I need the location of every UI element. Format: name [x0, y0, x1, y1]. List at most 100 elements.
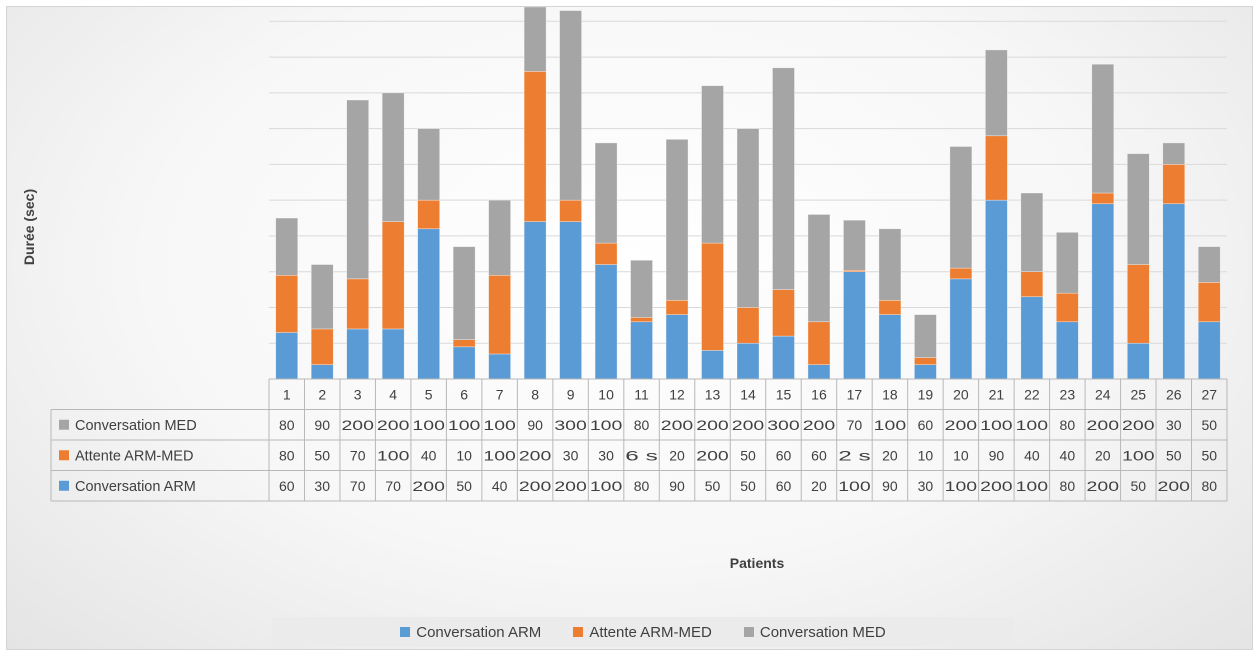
bar-1-series-0	[275, 332, 299, 380]
bar-21-series-0	[985, 199, 1008, 380]
bar-14-series-2	[736, 128, 760, 308]
category-label-7: 7	[496, 386, 504, 402]
cell-series-2-patient-5: 100	[412, 417, 445, 433]
bar-10-series-2	[594, 142, 618, 244]
category-label-8: 8	[531, 386, 539, 402]
bar-27-series-1	[1197, 282, 1221, 323]
bar-20-series-1	[949, 267, 973, 280]
bar-9-series-1	[559, 199, 582, 222]
cell-series-0-patient-7: 40	[492, 478, 508, 494]
cell-series-2-patient-9: 300	[554, 417, 587, 433]
cell-series-0-patient-18: 90	[882, 478, 898, 494]
category-label-18: 18	[882, 386, 898, 402]
cell-series-1-patient-10: 30	[598, 447, 614, 463]
cell-series-0-patient-13: 50	[705, 478, 721, 494]
cell-series-2-patient-23: 80	[1060, 417, 1076, 433]
bar-5-series-1	[417, 199, 440, 230]
cell-series-2-patient-17: 70	[847, 417, 863, 433]
cell-series-2-patient-24: 200	[1087, 417, 1120, 433]
cell-series-1-patient-14: 50	[740, 447, 756, 463]
bar-17-series-0	[843, 271, 866, 380]
bar-23-series-1	[1056, 292, 1079, 323]
bar-25-series-0	[1126, 342, 1150, 380]
bar-18-series-1	[878, 300, 902, 315]
cell-series-0-patient-1: 60	[279, 478, 295, 494]
cell-series-2-patient-2: 90	[314, 417, 330, 433]
data-table-grid	[50, 378, 1228, 502]
cell-series-0-patient-25: 50	[1131, 478, 1147, 494]
cell-series-1-patient-19: 10	[918, 447, 934, 463]
category-label-22: 22	[1024, 386, 1040, 402]
cell-series-2-patient-27: 50	[1201, 417, 1217, 433]
category-label-10: 10	[598, 386, 614, 402]
bar-4-series-2	[381, 92, 405, 222]
category-label-9: 9	[567, 386, 575, 402]
cell-series-2-patient-4: 200	[377, 417, 410, 433]
cell-series-0-patient-20: 100	[945, 478, 978, 494]
bar-2-series-0	[310, 364, 334, 380]
category-label-13: 13	[705, 386, 721, 402]
cell-series-1-patient-13: 200	[696, 447, 729, 463]
bar-7-series-0	[488, 353, 511, 380]
cell-series-0-patient-5: 200	[412, 478, 445, 494]
bar-5-series-0	[417, 228, 440, 380]
cell-series-1-patient-9: 30	[563, 447, 579, 463]
cell-series-0-patient-9: 200	[554, 478, 587, 494]
y-axis-label: Durée (sec)	[21, 188, 37, 266]
chart-frame: Conversation MED Attente ARM-MED Conversat…	[6, 6, 1253, 650]
bar-20-series-0	[949, 278, 973, 380]
bar-11-series-0	[630, 321, 653, 380]
cell-series-2-patient-8: 90	[527, 417, 543, 433]
table-swatch-series-1	[59, 450, 69, 461]
data-table-cells: 1 2 3 4 5 6 7 8 9 10 11 12 13 14 15 16 17 18 19 20 21 22 23 24 2…	[279, 386, 1217, 494]
bar-15-series-0	[772, 335, 795, 380]
cell-series-1-patient-25: 100	[1122, 447, 1155, 463]
category-label-12: 12	[669, 386, 685, 402]
bar-26-series-2	[1162, 142, 1186, 165]
bar-16-series-1	[807, 321, 831, 365]
category-label-3: 3	[354, 386, 362, 402]
bar-1-series-1	[275, 274, 299, 333]
table-series-label-1: Attente ARM-MED	[75, 448, 193, 464]
cell-series-2-patient-10: 100	[590, 417, 623, 433]
cell-series-1-patient-7: 100	[483, 447, 516, 463]
category-label-19: 19	[918, 386, 934, 402]
cell-series-1-patient-3: 70	[350, 447, 366, 463]
bar-7-series-2	[488, 199, 511, 276]
table-swatch-series-0	[59, 480, 69, 491]
category-label-1: 1	[283, 386, 291, 402]
cell-series-1-patient-27: 50	[1201, 447, 1217, 463]
category-label-25: 25	[1131, 386, 1147, 402]
cell-series-2-patient-16: 200	[803, 417, 836, 433]
cell-series-0-patient-8: 200	[519, 478, 552, 494]
cell-series-0-patient-11: 80	[634, 478, 650, 494]
cell-series-2-patient-12: 200	[661, 417, 694, 433]
cell-series-2-patient-21: 100	[980, 417, 1013, 433]
bar-13-series-0	[701, 350, 724, 380]
bar-25-series-1	[1126, 264, 1150, 344]
cell-series-1-patient-26: 50	[1166, 447, 1182, 463]
cell-series-0-patient-6: 50	[456, 478, 472, 494]
category-label-16: 16	[811, 386, 827, 402]
bar-23-series-0	[1056, 321, 1079, 380]
cell-series-0-patient-12: 90	[669, 478, 685, 494]
cell-series-1-patient-20: 10	[953, 447, 969, 463]
cell-series-1-patient-4: 100	[377, 447, 410, 463]
bar-9-series-2	[559, 10, 582, 201]
category-label-17: 17	[847, 386, 863, 402]
category-label-27: 27	[1201, 386, 1217, 402]
category-label-24: 24	[1095, 386, 1111, 402]
legend-item-2: Conversation MED	[743, 624, 886, 641]
bar-26-series-1	[1162, 164, 1186, 205]
cell-series-2-patient-15: 300	[767, 417, 800, 433]
category-label-20: 20	[953, 386, 969, 402]
category-label-21: 21	[989, 386, 1005, 402]
legend-label-0: Conversation ARM	[416, 623, 542, 641]
bar-1-series-2	[275, 217, 299, 276]
cell-series-2-patient-13: 200	[696, 417, 729, 433]
cell-series-2-patient-25: 200	[1122, 417, 1155, 433]
bar-18-series-0	[878, 314, 902, 380]
cell-series-0-patient-4: 70	[385, 478, 401, 494]
bar-5-series-2	[417, 128, 440, 201]
cell-series-2-patient-22: 100	[1016, 417, 1049, 433]
